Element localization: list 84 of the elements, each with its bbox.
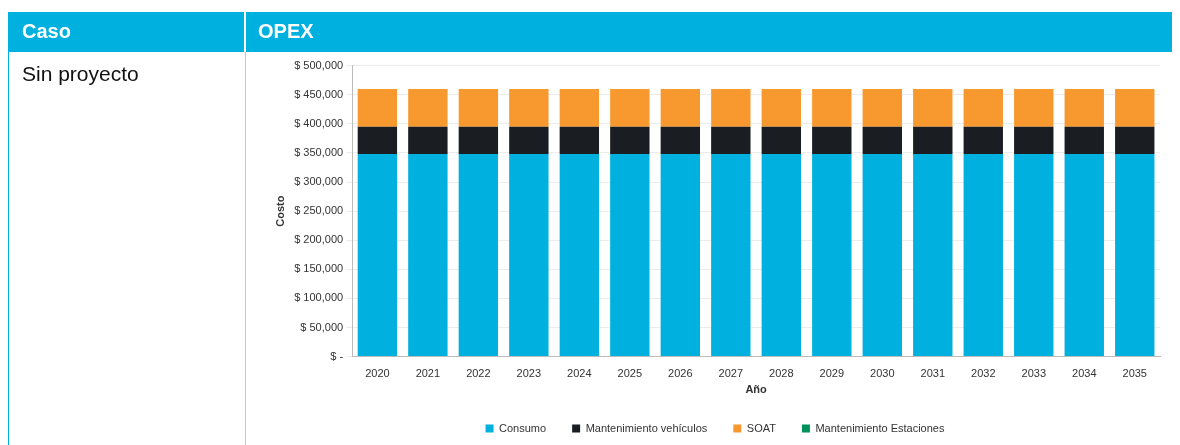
bar [711,154,751,357]
bar [913,88,953,127]
y-tick-label: $ 250,000 [294,204,344,217]
x-tick-label: 2022 [466,367,491,380]
x-tick-label: 2027 [718,367,744,380]
bar [559,126,600,155]
bar [862,88,902,127]
bar [408,88,448,127]
y-tick-label: $ - [330,349,344,362]
bar [408,126,448,155]
y-tick-label: $ 100,000 [294,291,344,304]
bar [1014,154,1054,357]
x-tick-label: 2033 [1021,367,1047,380]
y-tick-label: $ 50,000 [300,320,344,333]
bar [408,154,448,357]
x-tick-label: 2035 [1122,367,1147,380]
bar [1014,88,1054,127]
bar [812,154,852,357]
legend-label: Mantenimiento Estaciones [815,421,945,434]
bar [509,126,549,155]
y-axis-title: Costo [273,195,286,227]
bar [458,154,499,357]
bar [509,88,549,127]
bar [660,88,701,127]
x-tick-label: 2024 [567,367,592,380]
y-tick-label: $ 400,000 [294,116,344,129]
bar [761,88,802,127]
bar [812,126,852,155]
x-tick-label: 2030 [870,367,895,380]
x-tick-label: 2020 [365,367,390,380]
bar [660,154,701,357]
bar [610,154,650,357]
bar [610,88,650,127]
legend-label: Mantenimiento vehículos [585,421,708,434]
y-tick-label: $ 300,000 [294,175,344,188]
bar [913,154,953,357]
bar [1115,126,1155,155]
text: Sin proyecto [22,62,139,86]
y-tick-label: $ 150,000 [294,262,344,275]
bar [963,88,1003,127]
bar [559,154,600,357]
y-tick-label: $ 450,000 [294,87,344,100]
legend-label: SOAT [746,421,777,434]
bar [1064,126,1104,155]
bar [357,154,398,357]
x-axis-title: Año [745,383,768,396]
bar [761,126,802,155]
x-tick-label: 2026 [668,367,693,380]
y-tick-label: $ 500,000 [294,58,344,71]
bar [357,88,398,127]
bar [761,154,802,357]
bar [812,88,852,127]
text: Caso [22,20,71,43]
bar [1014,126,1054,155]
x-tick-label: 2032 [971,367,996,380]
y-tick-label: $ 350,000 [294,145,344,158]
bar [711,126,751,155]
bar [1115,154,1155,357]
bar [1064,154,1104,357]
bar [862,154,902,357]
x-tick-label: 2029 [819,367,845,380]
y-tick-label: $ 200,000 [294,233,344,246]
bar [458,88,499,127]
bar [1115,88,1155,127]
x-tick-label: 2021 [415,367,441,380]
bar [963,126,1003,155]
chart-title: OPEX [258,20,314,43]
x-tick-label: 2034 [1072,367,1097,380]
x-tick-label: 2023 [516,367,542,380]
x-tick-label: 2031 [920,367,946,380]
x-tick-label: 2028 [769,367,794,380]
bar [458,126,499,155]
bar [1064,88,1104,127]
legend-label: Consumo [499,421,547,434]
bar [610,126,650,155]
bar [660,126,701,155]
bar [509,154,549,357]
bar [711,88,751,127]
bar [913,126,953,155]
bar [357,126,398,155]
bar [963,154,1003,357]
x-tick-label: 2025 [617,367,643,380]
bar [862,126,902,155]
bar [559,88,600,127]
